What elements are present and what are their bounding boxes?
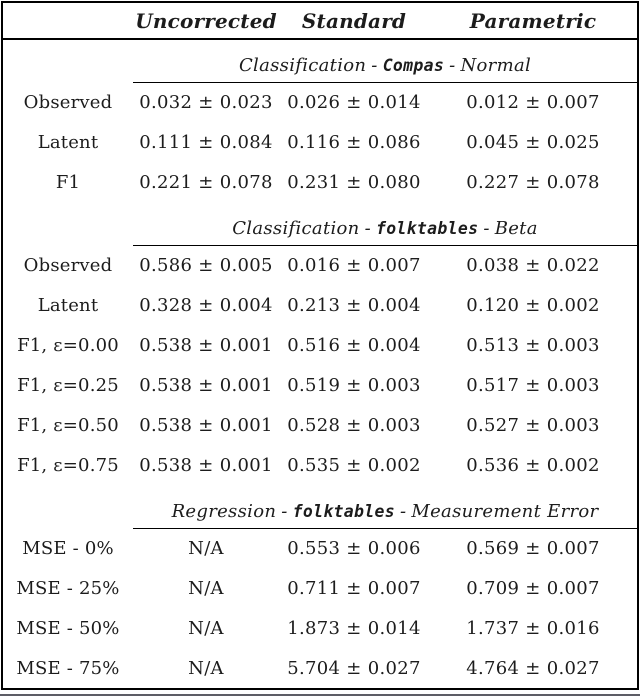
table-row: MSE - 50% N/A 1.873 ± 0.014 1.737 ± 0.01… [3,608,637,648]
cell-parametric: 0.527 ± 0.003 [466,414,600,436]
cell-uncorrected: 0.538 ± 0.001 [139,334,273,356]
cell-parametric: 4.764 ± 0.027 [466,657,600,679]
cell-parametric: 0.569 ± 0.007 [466,537,600,559]
cell-uncorrected: 0.538 ± 0.001 [139,454,273,476]
table-row: Latent 0.328 ± 0.004 0.213 ± 0.004 0.120… [3,285,637,325]
cell-parametric: 0.536 ± 0.002 [466,454,600,476]
row-label: MSE - 25% [16,577,120,599]
column-header-standard: Standard [279,3,429,40]
row-label: Latent [37,294,99,316]
cell-standard: 0.231 ± 0.080 [287,171,421,193]
cell-standard: 0.516 ± 0.004 [287,334,421,356]
cell-parametric: 0.120 ± 0.002 [466,294,600,316]
table-header-row: Uncorrected Standard Parametric [3,3,637,40]
cell-standard: 0.213 ± 0.004 [287,294,421,316]
table-row: MSE - 75% N/A 5.704 ± 0.027 4.764 ± 0.02… [3,648,637,688]
cell-parametric: 0.513 ± 0.003 [466,334,600,356]
section-title: Classification - folktables - Beta [133,202,637,246]
row-label: MSE - 75% [16,657,120,679]
row-label: F1, ε=0.75 [17,454,119,476]
section-title-dataset: folktables [375,218,479,238]
section-title-tail: Measurement Error [411,500,599,522]
section-title-tail: Beta [494,217,538,239]
cell-standard: 0.026 ± 0.014 [287,91,421,113]
cell-standard: 5.704 ± 0.027 [287,657,421,679]
cell-standard: 0.519 ± 0.003 [287,374,421,396]
section-title-separator: - [371,54,378,76]
section-title-separator: - [483,217,490,239]
row-label: F1, ε=0.25 [17,374,119,396]
results-table: Uncorrected Standard Parametric Classifi… [3,3,637,688]
cell-uncorrected: N/A [188,537,224,559]
row-label: MSE - 50% [16,617,120,639]
cell-parametric: 0.038 ± 0.022 [466,254,600,276]
cell-uncorrected: 0.586 ± 0.005 [139,254,273,276]
cell-standard: 0.535 ± 0.002 [287,454,421,476]
table-row: F1, ε=0.50 0.538 ± 0.001 0.528 ± 0.003 0… [3,405,637,445]
table-row: Latent 0.111 ± 0.084 0.116 ± 0.086 0.045… [3,122,637,162]
section-title-separator: - [281,500,288,522]
section-spacer [3,485,133,528]
section-header-row: Classification - folktables - Beta [3,202,637,246]
cell-standard: 0.016 ± 0.007 [287,254,421,276]
section-title-dataset: folktables [292,501,395,521]
cell-uncorrected: N/A [188,657,224,679]
section-title-separator: - [364,217,371,239]
cell-parametric: 0.227 ± 0.078 [466,171,600,193]
cell-standard: 0.553 ± 0.006 [287,537,421,559]
cell-uncorrected: 0.328 ± 0.004 [139,294,273,316]
section-title-tail: Normal [460,54,532,76]
table-row: Observed 0.586 ± 0.005 0.016 ± 0.007 0.0… [3,245,637,285]
cell-uncorrected: 0.221 ± 0.078 [139,171,273,193]
section-title: Regression - folktables - Measurement Error [133,485,637,529]
table-row: F1, ε=0.00 0.538 ± 0.001 0.516 ± 0.004 0… [3,325,637,365]
section-spacer [3,39,133,82]
column-header-uncorrected: Uncorrected [133,3,279,40]
table-row: F1, ε=0.25 0.538 ± 0.001 0.519 ± 0.003 0… [3,365,637,405]
cell-parametric: 1.737 ± 0.016 [466,617,600,639]
section-title-lead: Classification [232,217,360,239]
cell-uncorrected: N/A [188,577,224,599]
cell-parametric: 0.045 ± 0.025 [466,131,600,153]
table-row: Observed 0.032 ± 0.023 0.026 ± 0.014 0.0… [3,82,637,122]
cell-uncorrected: 0.032 ± 0.023 [139,91,273,113]
section-spacer [3,202,133,245]
cell-uncorrected: 0.111 ± 0.084 [139,131,273,153]
table-row: F1 0.221 ± 0.078 0.231 ± 0.080 0.227 ± 0… [3,162,637,202]
row-label: F1, ε=0.50 [17,414,119,436]
row-label: Observed [23,91,113,113]
table-row: MSE - 0% N/A 0.553 ± 0.006 0.569 ± 0.007 [3,528,637,568]
row-label: Observed [23,254,113,276]
column-header-parametric: Parametric [429,3,637,40]
cell-standard: 1.873 ± 0.014 [287,617,421,639]
column-header-empty [3,3,133,40]
cell-standard: 0.711 ± 0.007 [287,577,421,599]
cell-parametric: 0.709 ± 0.007 [466,577,600,599]
cell-uncorrected: 0.538 ± 0.001 [139,374,273,396]
section-title-lead: Classification [238,54,367,76]
cell-standard: 0.528 ± 0.003 [287,414,421,436]
screenshot-bottom-edge-line [0,694,640,696]
section-header-row: Regression - folktables - Measurement Error [3,485,637,529]
cell-parametric: 0.517 ± 0.003 [466,374,600,396]
section-title: Classification - Compas - Normal [133,39,637,83]
row-label: F1, ε=0.00 [17,334,119,356]
section-title-dataset: Compas [382,55,445,75]
table-row: MSE - 25% N/A 0.711 ± 0.007 0.709 ± 0.00… [3,568,637,608]
cell-standard: 0.116 ± 0.086 [287,131,421,153]
row-label: Latent [37,131,99,153]
section-header-row: Classification - Compas - Normal [3,39,637,83]
table-row: F1, ε=0.75 0.538 ± 0.001 0.535 ± 0.002 0… [3,445,637,485]
row-label: F1 [55,171,81,193]
section-title-separator: - [449,54,456,76]
cell-parametric: 0.012 ± 0.007 [466,91,600,113]
section-title-lead: Regression [171,500,277,522]
cell-uncorrected: N/A [188,617,224,639]
row-label: MSE - 0% [22,537,114,559]
cell-uncorrected: 0.538 ± 0.001 [139,414,273,436]
section-title-separator: - [399,500,407,522]
